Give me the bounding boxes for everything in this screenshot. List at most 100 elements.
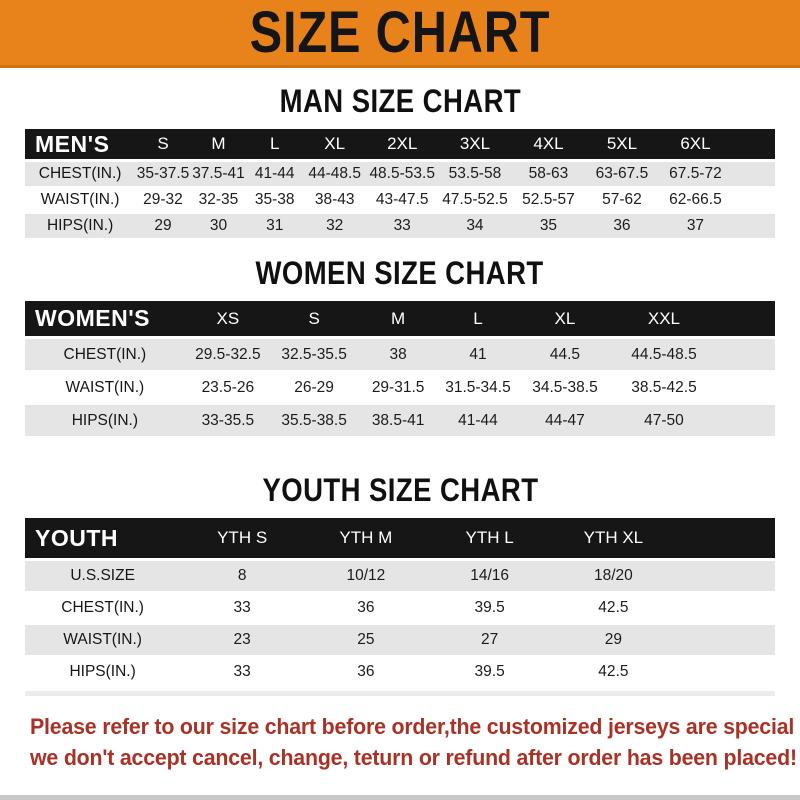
size-value-cell: 38.5-41 (357, 404, 439, 438)
row-label: CHEST(IN.) (25, 592, 181, 625)
bottom-divider (0, 795, 800, 800)
size-column-header: S (135, 129, 191, 162)
size-value-cell: 44-48.5 (303, 160, 367, 188)
size-value-cell: 30 (190, 213, 247, 240)
table-row: CHEST(IN.) 29.5-32.5 32.5-35.5 38 41 44.5 44.5… (25, 337, 775, 372)
size-value-cell: 33-35.5 (184, 404, 271, 438)
size-column-header: XXL (612, 301, 715, 339)
footer-notice: Please refer to our size chart before or… (30, 711, 800, 773)
youth-table-bottom-strip (25, 691, 775, 696)
youth-section-heading-text: YOUTH SIZE CHART (262, 472, 538, 508)
table-corner-label: YOUTH (25, 518, 181, 561)
row-spacer (732, 160, 775, 188)
size-value-cell: 31 (246, 213, 304, 240)
size-column-header: L (438, 301, 517, 339)
row-spacer (714, 371, 775, 405)
size-column-header: XL (516, 301, 613, 339)
women-section-heading: WOMEN SIZE CHART (0, 257, 800, 289)
size-value-cell: 31.5-34.5 (438, 371, 517, 405)
row-spacer (675, 656, 775, 689)
size-column-header: YTH L (427, 518, 552, 561)
size-value-cell: 32-35 (190, 187, 247, 214)
banner: SIZE CHART (0, 0, 800, 68)
size-value-cell: 33 (366, 213, 439, 240)
size-value-cell: 35 (511, 213, 586, 240)
size-value-cell: 41 (438, 337, 517, 372)
size-column-header: XL (303, 129, 367, 162)
size-value-cell: 29-31.5 (357, 371, 439, 405)
size-column-header: YTH M (304, 518, 428, 561)
size-column-header: YTH XL (551, 518, 676, 561)
youth-size-chart-section: YOUTH SIZE CHART YOUTH YTH S YTH M YTH L YTH… (0, 474, 800, 696)
row-spacer (675, 559, 775, 593)
size-value-cell: 47-50 (612, 404, 715, 438)
row-label: CHEST(IN.) (25, 337, 185, 372)
size-value-cell: 29.5-32.5 (184, 337, 271, 372)
size-value-cell: 26-29 (270, 371, 358, 405)
notice-line-1: Please refer to our size chart before or… (30, 714, 800, 739)
size-value-cell: 29 (135, 213, 191, 240)
size-value-cell: 23.5-26 (184, 371, 271, 405)
size-value-cell: 35-37.5 (135, 160, 191, 188)
size-value-cell: 27 (427, 624, 552, 657)
size-value-cell: 33 (180, 592, 304, 625)
size-value-cell: 32 (303, 213, 367, 240)
size-column-header: S (270, 301, 358, 339)
header-spacer (675, 518, 775, 561)
table-header-row: WOMEN'S XS S M L XL XXL (25, 301, 775, 339)
size-value-cell: 10/12 (304, 559, 428, 593)
size-value-cell: 29-32 (135, 187, 191, 214)
size-value-cell: 14/16 (427, 559, 552, 593)
table-corner-label: WOMEN'S (25, 301, 185, 339)
table-row: WAIST(IN.) 23.5-26 26-29 29-31.5 31.5-34.5 34… (25, 371, 775, 405)
size-value-cell: 33 (180, 656, 304, 689)
size-value-cell: 41-44 (246, 160, 304, 188)
size-value-cell: 18/20 (551, 559, 676, 593)
size-value-cell: 43-47.5 (366, 187, 439, 214)
size-value-cell: 35-38 (246, 187, 304, 214)
header-spacer (732, 129, 775, 162)
size-value-cell: 36 (585, 213, 659, 240)
size-column-header: XS (184, 301, 271, 339)
size-value-cell: 29 (551, 624, 676, 657)
size-column-header: 6XL (658, 129, 733, 162)
size-value-cell: 39.5 (427, 656, 552, 689)
size-value-cell: 42.5 (551, 656, 676, 689)
women-size-table: WOMEN'S XS S M L XL XXL CHEST(IN.) 29.5-32.5 32.5… (25, 301, 775, 438)
header-spacer (714, 301, 775, 339)
size-value-cell: 8 (180, 559, 304, 593)
size-column-header: L (246, 129, 304, 162)
size-value-cell: 39.5 (427, 592, 552, 625)
banner-title: SIZE CHART (249, 0, 551, 65)
size-value-cell: 37.5-41 (190, 160, 247, 188)
size-value-cell: 38-43 (303, 187, 367, 214)
man-section-heading: MAN SIZE CHART (0, 85, 800, 117)
row-label: WAIST(IN.) (25, 371, 185, 405)
row-spacer (675, 624, 775, 657)
size-value-cell: 47.5-52.5 (438, 187, 512, 214)
size-value-cell: 62-66.5 (658, 187, 733, 214)
size-value-cell: 41-44 (438, 404, 517, 438)
table-row: CHEST(IN.) 33 36 39.5 42.5 (25, 592, 775, 625)
man-section-heading-text: MAN SIZE CHART (279, 83, 521, 119)
size-value-cell: 34.5-38.5 (516, 371, 613, 405)
size-value-cell: 23 (180, 624, 304, 657)
row-spacer (714, 404, 775, 438)
table-row: U.S.SIZE 8 10/12 14/16 18/20 (25, 559, 775, 593)
men-size-table: MEN'S S M L XL 2XL 3XL 4XL 5XL 6XL CHEST(IN.) 35-37… (25, 129, 775, 240)
table-row: HIPS(IN.) 33 36 39.5 42.5 (25, 656, 775, 689)
size-value-cell: 25 (304, 624, 428, 657)
table-row: WAIST(IN.) 23 25 27 29 (25, 624, 775, 657)
size-column-header: YTH S (180, 518, 304, 561)
size-value-cell: 63-67.5 (585, 160, 659, 188)
size-value-cell: 67.5-72 (658, 160, 733, 188)
size-value-cell: 44.5 (516, 337, 613, 372)
row-spacer (732, 187, 775, 214)
size-column-header: 2XL (366, 129, 439, 162)
size-value-cell: 35.5-38.5 (270, 404, 358, 438)
size-value-cell: 58-63 (511, 160, 586, 188)
row-label: HIPS(IN.) (25, 656, 181, 689)
size-value-cell: 42.5 (551, 592, 676, 625)
size-value-cell: 44.5-48.5 (612, 337, 715, 372)
